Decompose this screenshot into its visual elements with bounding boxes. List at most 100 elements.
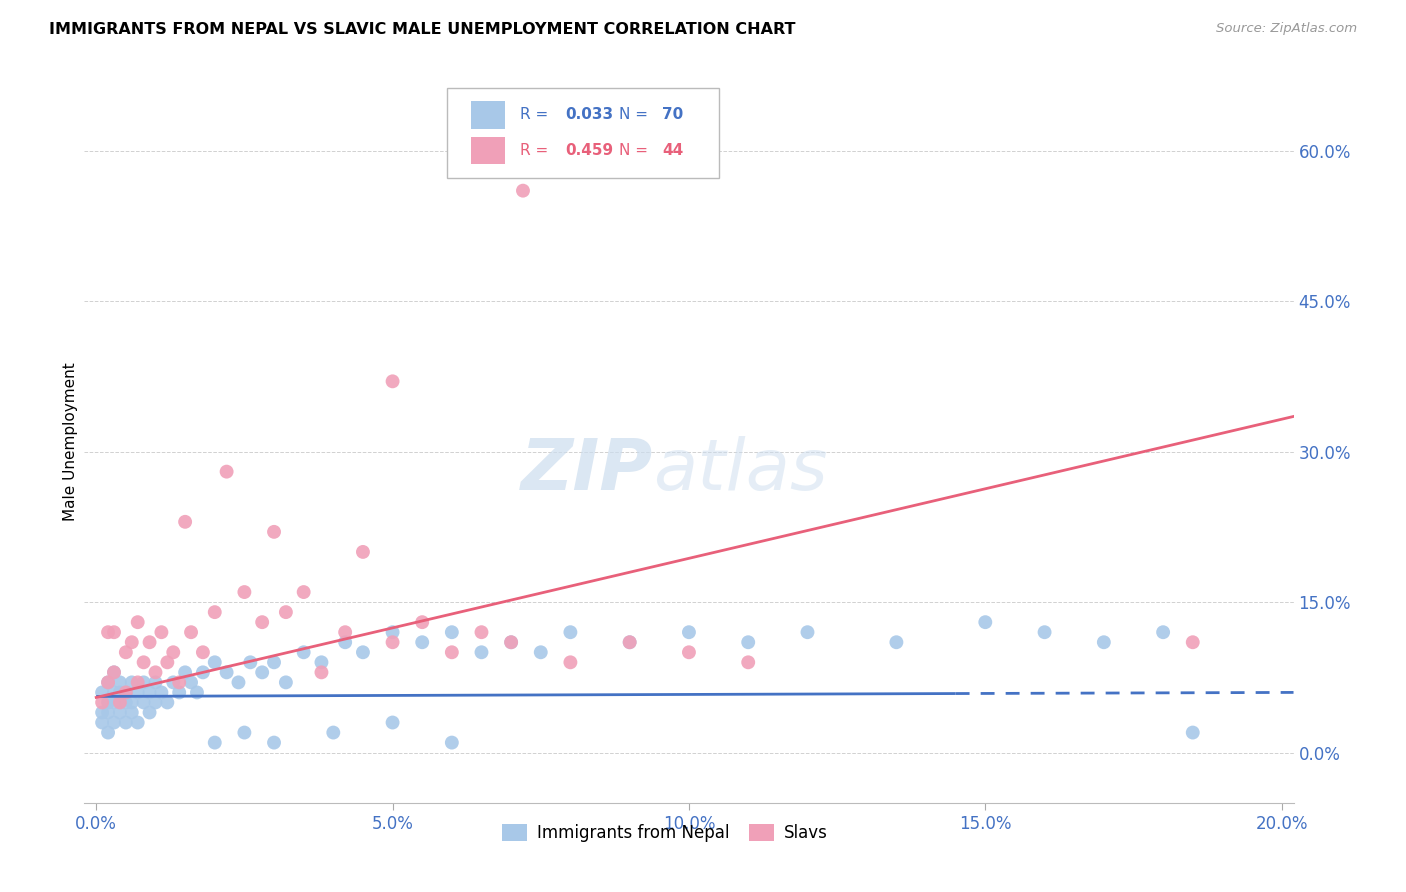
Point [97,696,120,710]
Point [440,645,463,659]
Point [162,645,184,659]
Point [108,685,131,699]
Point [127,675,149,690]
Point [1181,725,1204,739]
Point [103,625,125,640]
FancyBboxPatch shape [471,136,505,164]
Point [411,615,433,630]
Text: 70: 70 [662,107,683,122]
Point [263,524,285,539]
Point [292,585,315,599]
Text: 0.033: 0.033 [565,107,614,122]
Point [311,665,333,680]
Point [138,706,160,720]
Point [162,675,184,690]
Point [127,715,149,730]
Point [381,715,404,730]
Point [470,625,492,640]
Point [127,685,149,699]
Point [150,685,173,699]
Point [1033,625,1056,640]
Point [108,696,131,710]
Point [115,715,138,730]
Point [501,635,523,649]
Point [132,655,155,669]
Point [121,675,143,690]
Point [97,706,120,720]
Point [215,665,238,680]
Point [678,645,700,659]
Point [174,515,197,529]
Text: N =: N = [619,107,652,122]
Point [322,725,344,739]
Point [121,696,143,710]
Point [530,645,553,659]
Point [233,725,256,739]
Point [138,685,160,699]
Point [97,625,120,640]
Text: 44: 44 [662,143,683,158]
Point [440,735,463,749]
Point [352,545,374,559]
Point [180,675,202,690]
Point [115,685,138,699]
Point [333,625,356,640]
Point [97,675,120,690]
Text: N =: N = [619,143,652,158]
Legend: Immigrants from Nepal, Slavs: Immigrants from Nepal, Slavs [495,817,835,848]
Point [115,685,138,699]
Point [470,645,492,659]
Text: R =: R = [520,107,553,122]
Point [103,715,125,730]
Point [204,655,226,669]
Point [737,635,759,649]
Point [156,655,179,669]
Point [263,655,285,669]
Text: ZIP: ZIP [520,436,652,505]
Point [91,696,114,710]
Point [560,625,582,640]
Point [619,635,641,649]
Point [115,696,138,710]
Point [678,625,700,640]
Point [239,655,262,669]
FancyBboxPatch shape [447,87,720,178]
Point [974,615,997,630]
Point [440,625,463,640]
Point [167,675,190,690]
Point [191,665,214,680]
Text: IMMIGRANTS FROM NEPAL VS SLAVIC MALE UNEMPLOYMENT CORRELATION CHART: IMMIGRANTS FROM NEPAL VS SLAVIC MALE UNE… [49,22,796,37]
Point [108,675,131,690]
Point [512,184,534,198]
Text: Source: ZipAtlas.com: Source: ZipAtlas.com [1216,22,1357,36]
Point [233,585,256,599]
Point [886,635,908,649]
Point [381,635,404,649]
Point [381,625,404,640]
Point [103,685,125,699]
Point [501,635,523,649]
Point [91,706,114,720]
Point [796,625,818,640]
FancyBboxPatch shape [471,101,505,128]
Point [381,375,404,389]
Point [411,635,433,649]
Y-axis label: Male Unemployment: Male Unemployment [63,362,77,521]
Point [292,645,315,659]
Point [97,725,120,739]
Point [274,675,297,690]
Point [215,465,238,479]
Point [97,675,120,690]
Point [191,645,214,659]
Point [204,735,226,749]
Point [121,706,143,720]
Point [156,696,179,710]
Point [108,706,131,720]
Point [121,635,143,649]
Text: atlas: atlas [652,436,827,505]
Text: R =: R = [520,143,553,158]
Point [352,645,374,659]
Point [91,685,114,699]
Point [250,665,273,680]
Point [115,645,138,659]
